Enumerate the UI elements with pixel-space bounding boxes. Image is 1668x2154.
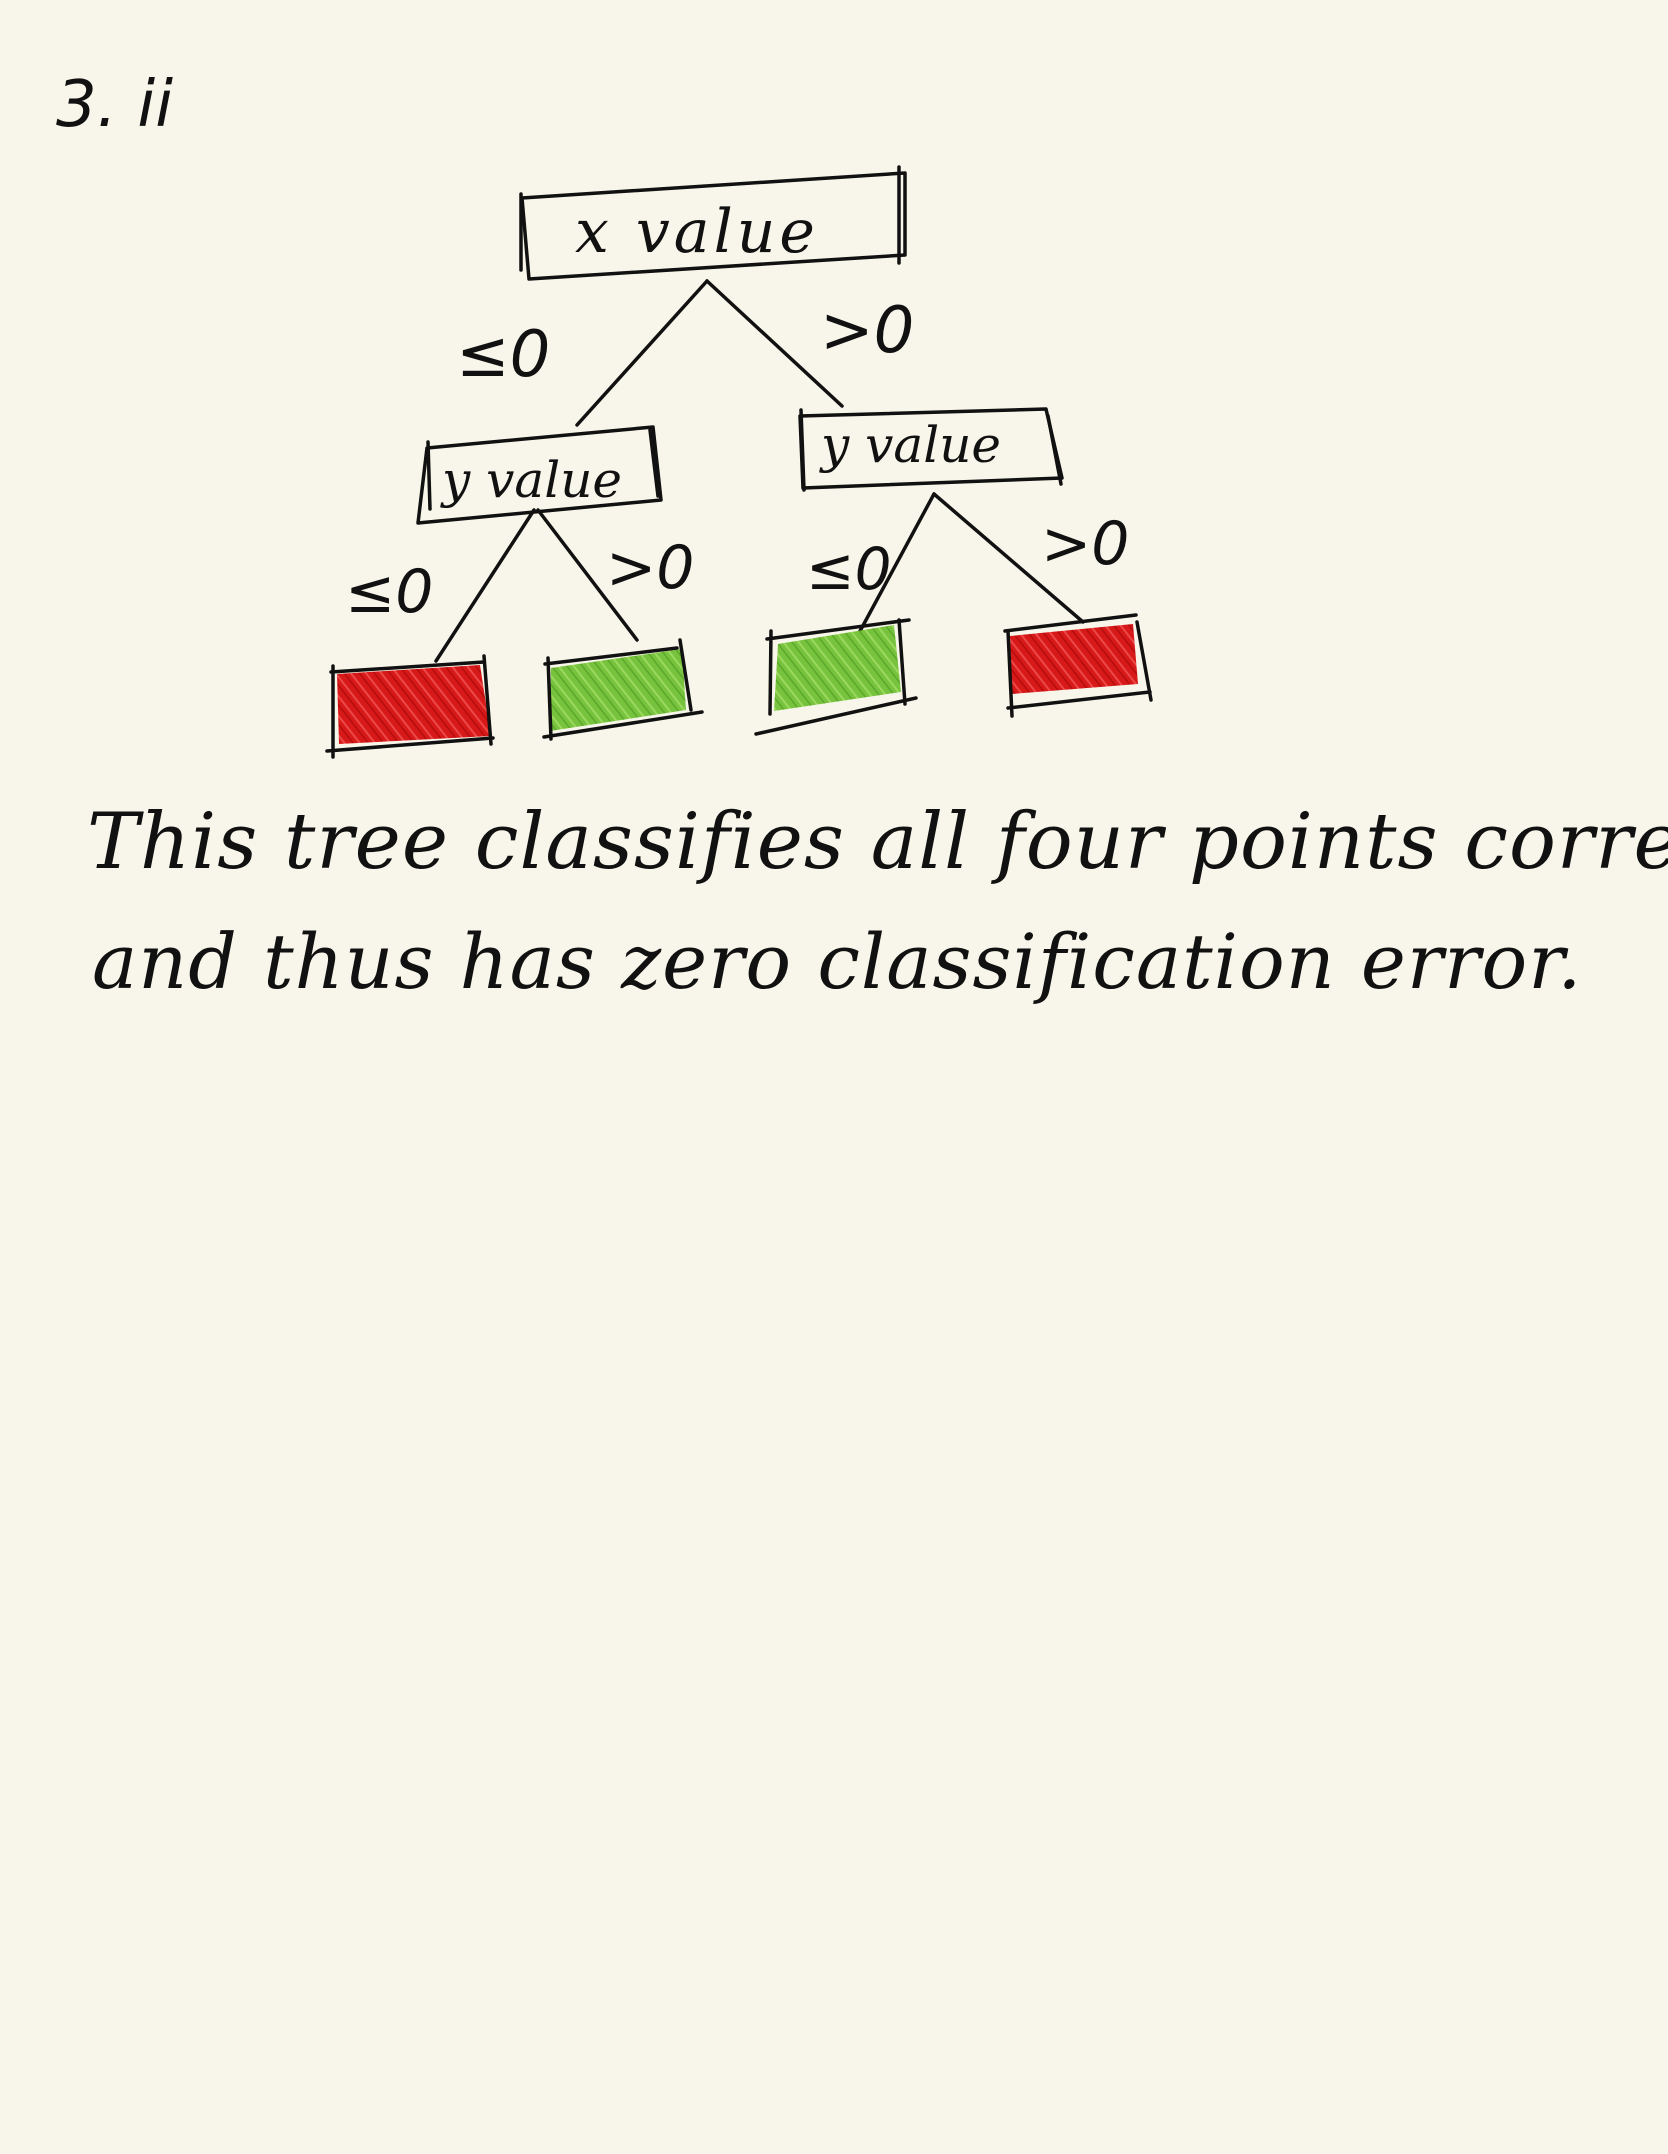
left-y-node-label: y value — [440, 451, 622, 509]
right-y-left-edge-label: ≤0 — [806, 535, 892, 603]
right-y-right-edge-label: >0 — [1041, 509, 1129, 579]
explanation-line-2: and thus has zero classification error. — [92, 917, 1582, 1006]
left-y-left-branch — [434, 508, 536, 663]
leaf-red-1 — [325, 654, 495, 759]
left-y-left-edge-label: ≤0 — [345, 557, 433, 627]
root-node-label: x value — [575, 197, 819, 267]
right-y-node-label: y value — [819, 416, 1001, 474]
left-y-node: y value — [416, 425, 663, 525]
root-right-branch — [705, 279, 844, 408]
root-left-branch — [575, 279, 709, 427]
left-y-right-edge-label: >0 — [606, 533, 694, 603]
root-right-edge-label: >0 — [820, 294, 914, 368]
leaf-green-1 — [542, 638, 704, 741]
explanation-line-1: This tree classifies all four points cor… — [87, 797, 1668, 887]
root-left-edge-label: ≤0 — [456, 318, 550, 392]
right-y-node: y value — [798, 407, 1064, 492]
right-y-right-branch — [932, 492, 1085, 624]
problem-label: 3. ii — [56, 68, 173, 142]
leaf-red-2 — [1003, 613, 1153, 718]
right-y-left-branch — [857, 492, 936, 635]
left-y-right-branch — [536, 508, 639, 642]
leaf-green-2 — [754, 618, 918, 736]
root-node: x value — [519, 165, 907, 281]
